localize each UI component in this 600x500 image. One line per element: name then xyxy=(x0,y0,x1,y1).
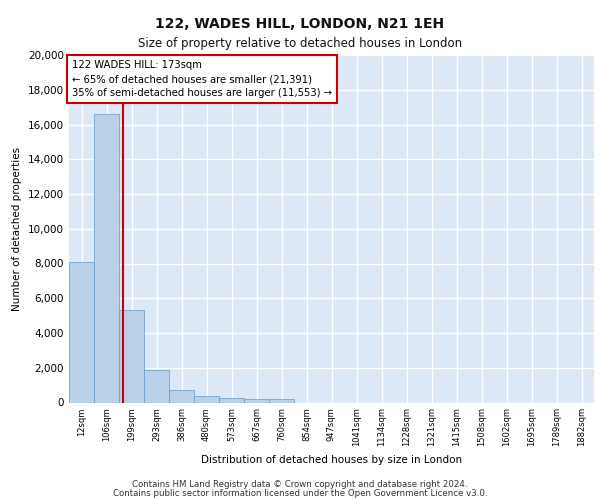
Bar xyxy=(269,399,294,402)
X-axis label: Distribution of detached houses by size in London: Distribution of detached houses by size … xyxy=(201,455,462,465)
Bar xyxy=(94,114,119,403)
Bar xyxy=(219,398,244,402)
Y-axis label: Number of detached properties: Number of detached properties xyxy=(13,146,22,311)
Bar xyxy=(119,310,144,402)
Text: Size of property relative to detached houses in London: Size of property relative to detached ho… xyxy=(138,38,462,51)
Bar xyxy=(144,370,169,402)
Text: 122, WADES HILL, LONDON, N21 1EH: 122, WADES HILL, LONDON, N21 1EH xyxy=(155,18,445,32)
Bar xyxy=(244,398,269,402)
Bar xyxy=(169,390,194,402)
Text: Contains HM Land Registry data © Crown copyright and database right 2024.: Contains HM Land Registry data © Crown c… xyxy=(132,480,468,489)
Bar xyxy=(194,396,219,402)
Text: 122 WADES HILL: 173sqm
← 65% of detached houses are smaller (21,391)
35% of semi: 122 WADES HILL: 173sqm ← 65% of detached… xyxy=(71,60,332,98)
Text: Contains public sector information licensed under the Open Government Licence v3: Contains public sector information licen… xyxy=(113,489,487,498)
Bar xyxy=(69,262,94,402)
